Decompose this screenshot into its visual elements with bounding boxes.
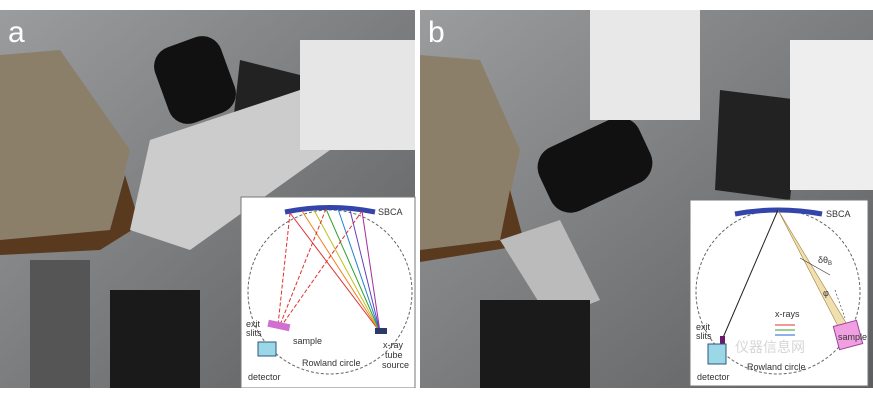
inset-text: Rowland circle <box>747 362 806 372</box>
inset-text: exit <box>696 322 711 332</box>
inset-text: detector <box>248 372 281 382</box>
inset-text: Rowland circle <box>302 358 361 368</box>
inset-text: exit <box>246 319 261 329</box>
inset-b: SBCA δθB φ exit slits x-rays sample dete… <box>689 199 869 387</box>
inset-text: δθ <box>818 255 828 265</box>
inset-text: tube <box>385 350 403 360</box>
inset-text: δθB <box>818 255 832 267</box>
inset-text: sample <box>838 332 867 342</box>
inset-text: source <box>382 360 409 370</box>
watermark: 仪器信息网 <box>735 339 805 355</box>
inset-text: x-rays <box>775 309 800 319</box>
inset-text: sample <box>293 336 322 346</box>
inset-a: SBCA exit slits sample detector Rowland … <box>240 196 416 389</box>
inset-text: SBCA <box>826 209 851 219</box>
inset-text: x-ray <box>383 340 403 350</box>
panel-label: a <box>8 16 25 49</box>
inset-text: B <box>828 261 832 267</box>
inset-text: detector <box>697 372 730 382</box>
panel-label: b <box>428 16 445 49</box>
inset-text: SBCA <box>378 207 403 217</box>
inset-text: φ <box>823 288 829 298</box>
inset-text: slits <box>696 331 712 341</box>
inset-text: slits <box>246 328 262 338</box>
